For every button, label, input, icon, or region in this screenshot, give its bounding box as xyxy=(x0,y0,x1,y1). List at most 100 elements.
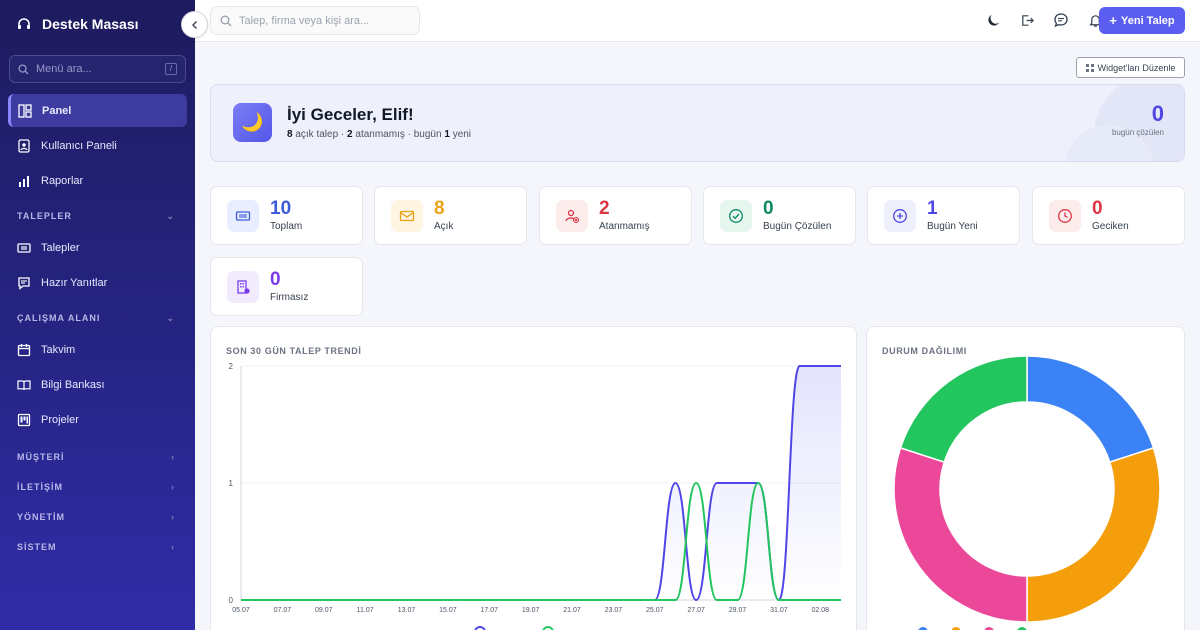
sidebar-item-knowledge-base[interactable]: Bilgi Bankası xyxy=(8,368,187,401)
topbar: Talep, firma veya kişi ara... + Yeni Tal… xyxy=(195,0,1200,42)
y-tick-label: 2 xyxy=(229,362,234,371)
edit-widgets-button[interactable]: Widget'ları Düzenle xyxy=(1076,57,1185,78)
donut-slice xyxy=(899,355,1028,464)
section-talepler[interactable]: TALEPLER ⌄ xyxy=(0,201,195,231)
global-search-placeholder: Talep, firma veya kişi ara... xyxy=(239,14,370,27)
open-text: açık talep · xyxy=(295,129,345,140)
stat-label: Toplam xyxy=(270,221,303,232)
section-musteri[interactable]: MÜŞTERİ › xyxy=(0,442,195,472)
stat-card-resolved-today[interactable]: 0 Bugün Çözülen xyxy=(703,186,856,245)
sidebar-item-canned-responses[interactable]: Hazır Yanıtlar xyxy=(8,266,187,299)
x-tick-label: 23.07 xyxy=(605,607,623,614)
stat-card-new-today[interactable]: 1 Bugün Yeni xyxy=(867,186,1020,245)
section-yonetim[interactable]: YÖNETİM › xyxy=(0,502,195,532)
legend-marker xyxy=(1017,627,1027,630)
sidebar-item-panel[interactable]: Panel xyxy=(8,94,187,127)
stat-value: 8 xyxy=(434,198,445,219)
stat-value: 0 xyxy=(763,198,774,219)
menu-search-placeholder: Menü ara... xyxy=(36,63,92,75)
resolved-today-label: bugün çözülen xyxy=(1111,128,1164,137)
kanban-icon xyxy=(17,413,31,426)
dashboard-icon xyxy=(18,103,32,118)
x-tick-label: 05.07 xyxy=(232,607,250,614)
global-search-input[interactable]: Talep, firma veya kişi ara... xyxy=(210,6,420,35)
sidebar-collapse-button[interactable] xyxy=(181,11,208,38)
x-tick-label: 02.08 xyxy=(812,607,830,614)
x-tick-label: 11.07 xyxy=(357,607,374,614)
theme-toggle-button[interactable] xyxy=(984,10,1002,30)
message-square-icon xyxy=(18,276,30,290)
donut-slice xyxy=(893,446,1028,623)
headset-icon xyxy=(18,18,30,29)
plus-icon: + xyxy=(1109,12,1117,28)
status-chart-title: DURUM DAĞILIMI xyxy=(882,346,967,356)
chat-bubble-icon xyxy=(1054,13,1068,28)
status-distribution-card: DURUM DAĞILIMI xyxy=(866,326,1185,630)
stat-card-overdue[interactable]: 0 Geciken xyxy=(1032,186,1185,245)
stat-label: Açık xyxy=(434,221,454,232)
stat-value: 1 xyxy=(927,198,938,219)
chevron-right-icon: › xyxy=(171,542,175,552)
trend-chart-title: SON 30 GÜN TALEP TRENDİ xyxy=(226,346,362,356)
messages-button[interactable] xyxy=(1052,10,1070,30)
brand[interactable]: Destek Masası xyxy=(0,0,195,48)
unassigned-text: atanmamış · bugün xyxy=(355,129,442,140)
sidebar-item-label: Panel xyxy=(42,104,72,117)
stat-card-total[interactable]: 10 Toplam xyxy=(210,186,363,245)
user-x-icon xyxy=(556,200,588,232)
y-tick-label: 0 xyxy=(229,596,234,605)
section-label: TALEPLER xyxy=(17,211,72,221)
x-tick-label: 07.07 xyxy=(274,607,292,614)
donut-slice xyxy=(1026,355,1155,464)
plus-circle-icon xyxy=(884,200,916,232)
sidebar-item-user-panel[interactable]: Kullanıcı Paneli xyxy=(8,129,187,162)
section-iletisim[interactable]: İLETİŞİM › xyxy=(0,472,195,502)
section-calisma-alani[interactable]: ÇALIŞMA ALANI ⌄ xyxy=(0,303,195,333)
new-ticket-button[interactable]: + Yeni Talep xyxy=(1099,7,1185,34)
envelope-icon xyxy=(391,200,423,232)
x-tick-label: 21.07 xyxy=(563,607,581,614)
legend-marker xyxy=(474,626,486,630)
stat-value: 10 xyxy=(270,198,292,219)
section-sistem[interactable]: SİSTEM › xyxy=(0,532,195,562)
sidebar-item-calendar[interactable]: Takvim xyxy=(8,333,187,366)
check-circle-icon xyxy=(720,200,752,232)
section-label: MÜŞTERİ xyxy=(17,452,65,462)
trend-chart: 0 1 2 05.07 07.07 09.07 11.07 13.07 15.07 17.07 19… xyxy=(229,362,841,630)
sidebar-item-label: Bilgi Bankası xyxy=(41,378,105,391)
legend-marker xyxy=(984,627,994,630)
sidebar-item-projects[interactable]: Projeler xyxy=(8,403,187,436)
ticket-icon xyxy=(17,242,31,253)
sidebar-item-label: Takvim xyxy=(41,343,76,356)
x-tick-label: 17.07 xyxy=(481,607,499,614)
clock-icon xyxy=(1049,200,1081,232)
greeting-summary: 8 açık talep · 2 atanmamış · bugün 1 yen… xyxy=(287,129,471,140)
chevron-right-icon: › xyxy=(171,452,175,462)
section-label: SİSTEM xyxy=(17,542,57,552)
logout-button[interactable] xyxy=(1018,10,1036,30)
legend-marker xyxy=(918,627,928,630)
stat-value: 2 xyxy=(599,198,610,219)
search-icon xyxy=(220,15,232,26)
stat-card-no-company[interactable]: 0 Firmasız xyxy=(210,257,363,316)
stat-label: Geciken xyxy=(1092,221,1129,232)
user-badge-icon xyxy=(18,138,30,153)
edit-widgets-label: Widget'ları Düzenle xyxy=(1097,62,1176,73)
welcome-banner: 🌙 İyi Geceler, Elif! 8 açık talep · 2 at… xyxy=(210,84,1185,162)
new-count: 1 xyxy=(444,129,450,140)
greeting-title: İyi Geceler, Elif! xyxy=(287,105,414,124)
stat-card-unassigned[interactable]: 2 Atanmamış xyxy=(539,186,692,245)
book-open-icon xyxy=(17,379,31,390)
unassigned-count: 2 xyxy=(347,129,353,140)
chevron-down-icon: ⌄ xyxy=(166,312,175,323)
building-icon xyxy=(227,271,259,303)
sidebar-item-label: Hazır Yanıtlar xyxy=(41,276,108,289)
x-tick-label: 15.07 xyxy=(439,607,457,614)
section-label: ÇALIŞMA ALANI xyxy=(17,313,101,323)
menu-search-input[interactable]: Menü ara... / xyxy=(9,55,186,83)
shortcut-badge: / xyxy=(165,63,177,75)
sidebar-item-tickets[interactable]: Talepler xyxy=(8,231,187,264)
sidebar-item-reports[interactable]: Raporlar xyxy=(8,164,187,197)
chevron-right-icon: › xyxy=(171,482,175,492)
stat-card-open[interactable]: 8 Açık xyxy=(374,186,527,245)
